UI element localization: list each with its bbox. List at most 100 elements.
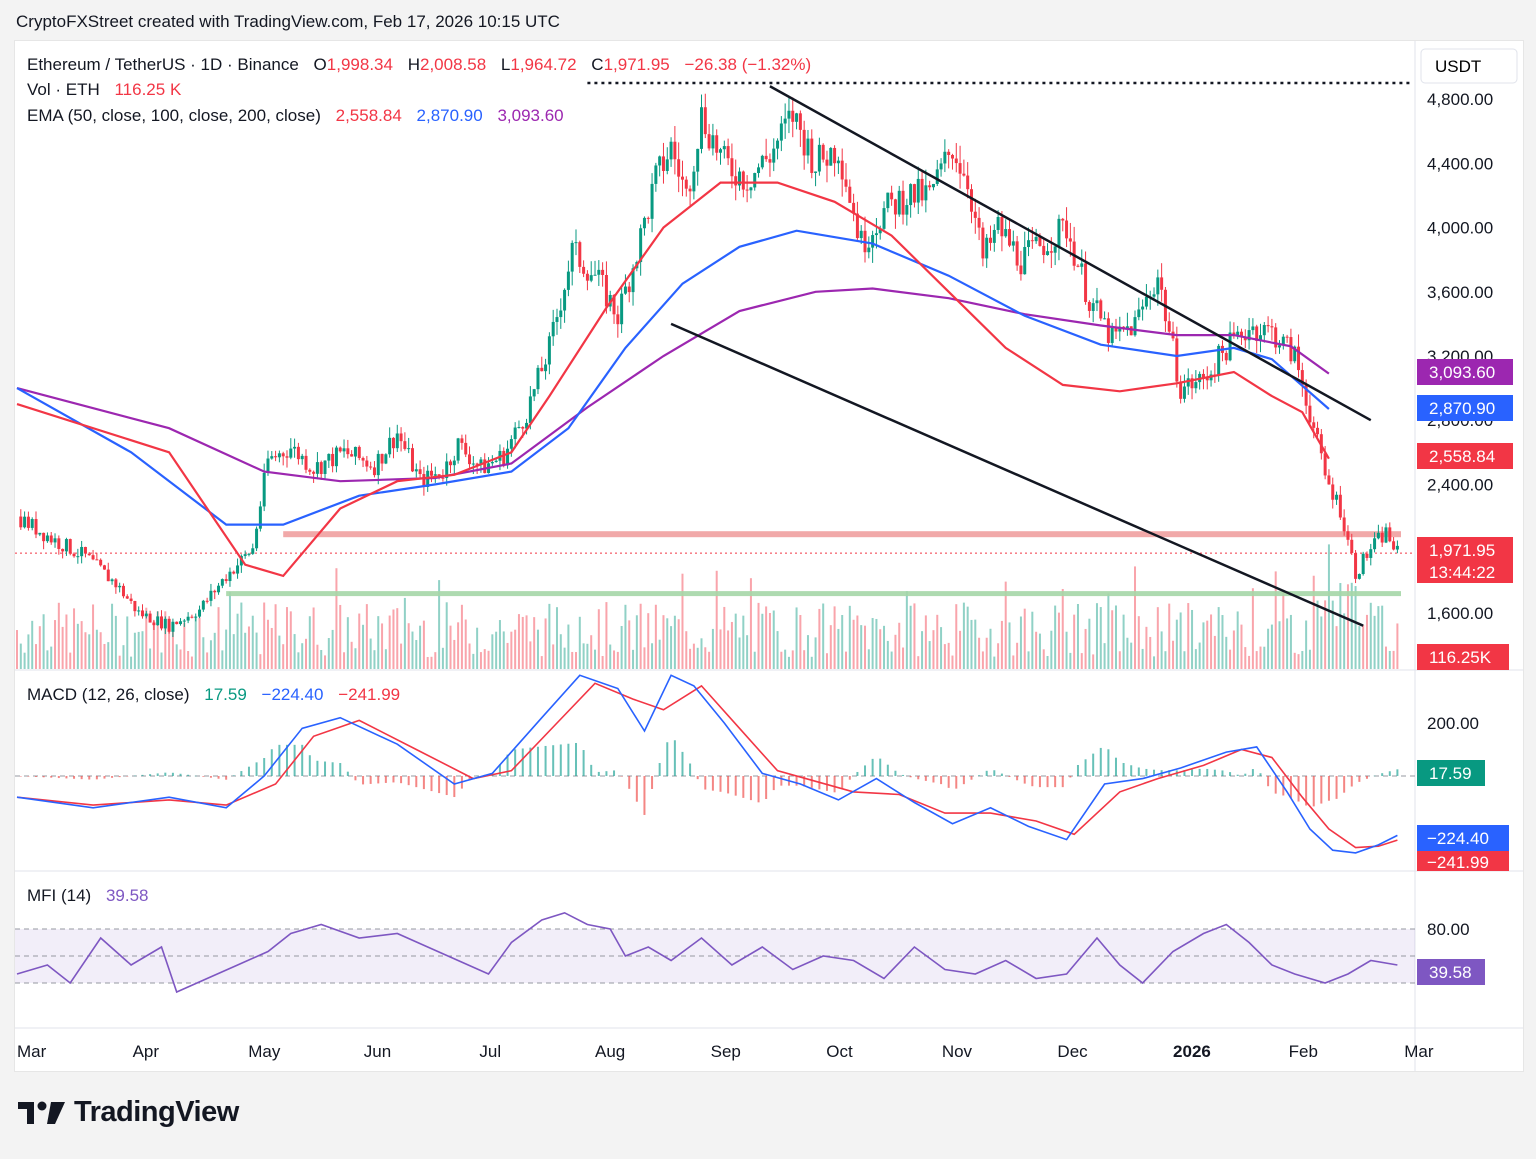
macd-histogram-bar bbox=[263, 758, 266, 776]
volume-bar bbox=[1000, 620, 1003, 669]
macd-histogram-bar bbox=[658, 763, 661, 776]
volume-bar bbox=[301, 643, 304, 669]
candle-body bbox=[312, 471, 316, 474]
volume-bar bbox=[924, 615, 927, 669]
candle-body bbox=[707, 134, 711, 149]
volume-bar bbox=[57, 602, 60, 669]
candle-body bbox=[380, 453, 384, 464]
candle-body bbox=[1304, 384, 1308, 406]
candle-body bbox=[61, 548, 65, 552]
candle-body bbox=[711, 135, 715, 149]
candle-body bbox=[738, 171, 742, 186]
volume-bar bbox=[1050, 630, 1053, 669]
candle-body bbox=[795, 113, 799, 122]
candle-body bbox=[509, 439, 513, 449]
volume-bar bbox=[476, 627, 479, 669]
trendlines[interactable] bbox=[670, 85, 1372, 627]
macd-histogram-bar bbox=[742, 776, 745, 798]
volume-bar bbox=[582, 643, 585, 669]
macd-histogram-bar bbox=[1343, 776, 1346, 793]
macd-histogram-bar bbox=[118, 776, 121, 778]
currency-label: USDT bbox=[1435, 57, 1481, 76]
volume-bar bbox=[1118, 651, 1121, 669]
volume-bar bbox=[761, 613, 764, 669]
volume-bar bbox=[305, 638, 308, 669]
candle-body bbox=[213, 590, 217, 593]
candle-body bbox=[114, 579, 118, 588]
volume-bar bbox=[171, 630, 174, 669]
macd-histogram-bar bbox=[536, 746, 539, 776]
volume-bar bbox=[388, 615, 391, 669]
volume-bar bbox=[651, 643, 654, 669]
macd-histogram-bar bbox=[1137, 767, 1140, 776]
candle-body bbox=[772, 148, 776, 163]
candle-body bbox=[810, 138, 814, 173]
volume-bar bbox=[1263, 646, 1266, 669]
volume-bar bbox=[179, 649, 182, 669]
volume-bar bbox=[753, 651, 756, 669]
price-tick-label: 4,800.00 bbox=[1427, 90, 1493, 109]
candle-body bbox=[236, 565, 240, 574]
candle-body bbox=[217, 585, 221, 593]
time-axis-label: Aug bbox=[595, 1042, 625, 1061]
candle-body bbox=[205, 600, 209, 602]
volume-bar bbox=[609, 644, 612, 669]
volume-bar bbox=[1240, 624, 1243, 669]
tradingview-logo[interactable]: TradingView bbox=[18, 1096, 239, 1129]
candle-body bbox=[912, 184, 916, 203]
volume-bar bbox=[1377, 606, 1380, 669]
volume-bar bbox=[1210, 614, 1213, 669]
volume-bar bbox=[1099, 607, 1102, 669]
chart-canvas[interactable]: 4,800.004,400.004,000.003,600.003,200.00… bbox=[15, 41, 1523, 1071]
candle-body bbox=[1327, 475, 1331, 485]
volume-bar bbox=[765, 606, 768, 669]
candle-body bbox=[475, 463, 479, 465]
macd-signal-legend-value: −241.99 bbox=[338, 685, 400, 704]
candle-body bbox=[34, 519, 38, 535]
macd-hist-legend-value: 17.59 bbox=[204, 685, 247, 704]
candlesticks[interactable] bbox=[19, 93, 1399, 638]
volume-legend-label: Vol · ETH bbox=[27, 80, 100, 99]
volume-bar bbox=[890, 651, 893, 669]
macd-histogram-bar bbox=[247, 766, 250, 776]
macd-histogram-bar bbox=[255, 762, 258, 776]
volume-bar bbox=[434, 652, 437, 669]
candle-body bbox=[1167, 321, 1171, 332]
volume-bar bbox=[681, 573, 684, 669]
macd-histogram-bar bbox=[80, 776, 83, 780]
macd-histogram-bar bbox=[88, 776, 91, 780]
candle-body bbox=[441, 477, 445, 479]
volume-bar bbox=[213, 632, 216, 669]
volume-bar bbox=[1027, 651, 1030, 669]
candle-body bbox=[102, 565, 106, 570]
volume-bar bbox=[130, 656, 133, 669]
volume-bar bbox=[692, 643, 695, 669]
volume-bar bbox=[921, 631, 924, 669]
macd-histogram-bar bbox=[209, 776, 212, 778]
volume-bar bbox=[685, 631, 688, 669]
ema200-badge-text: 3,093.60 bbox=[1429, 363, 1495, 382]
currency-button[interactable] bbox=[1420, 48, 1518, 84]
volume-bar bbox=[236, 613, 239, 669]
candle-body bbox=[1099, 300, 1103, 319]
volume-bar bbox=[449, 625, 452, 669]
candle-body bbox=[57, 538, 61, 549]
chart-frame[interactable]: 4,800.00 4,400.00 4,000.00 3,600.00 3,200.00… bbox=[14, 40, 1524, 1072]
candle-body bbox=[1186, 378, 1190, 387]
volume-bar bbox=[415, 640, 418, 669]
candle-body bbox=[992, 229, 996, 243]
macd-histogram-bar bbox=[765, 776, 768, 800]
candle-body bbox=[825, 159, 829, 166]
candle-body bbox=[916, 178, 920, 203]
macd-histogram-bar bbox=[1289, 776, 1292, 799]
candle-body bbox=[1361, 553, 1365, 575]
volume-bar bbox=[346, 617, 349, 669]
macd-histogram-bar bbox=[156, 773, 159, 776]
volume-bar bbox=[708, 651, 711, 669]
candle-body bbox=[966, 175, 970, 190]
candle-body bbox=[642, 217, 646, 229]
volume-bar bbox=[365, 604, 368, 669]
candle-body bbox=[300, 455, 304, 460]
volume-bar bbox=[111, 603, 114, 669]
volume-bar bbox=[495, 631, 498, 669]
